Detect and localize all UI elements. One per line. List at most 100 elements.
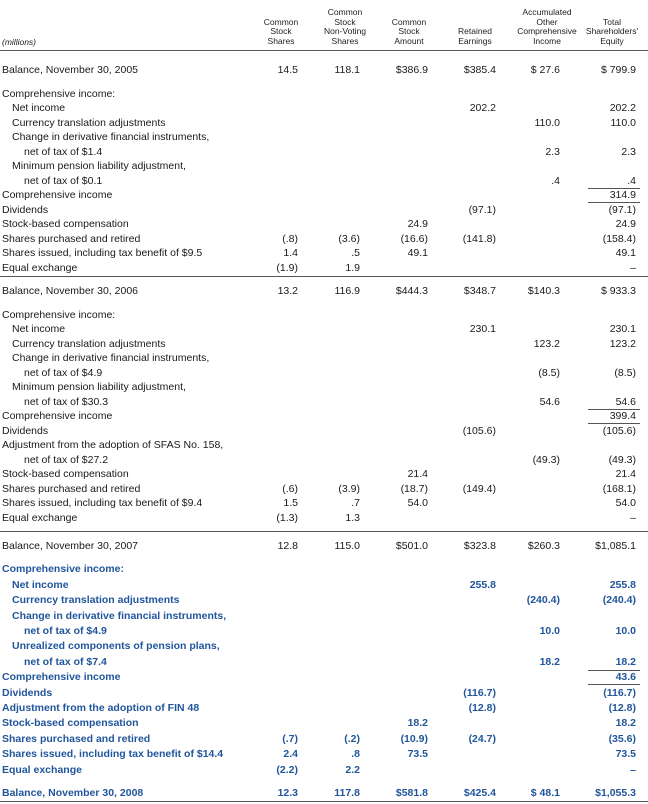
cell-value: $385.4 xyxy=(463,64,496,76)
cell-value: .8 xyxy=(351,748,360,761)
row-label: Currency translation adjustments xyxy=(12,337,166,350)
cell-value: 115.0 xyxy=(334,540,361,552)
cell-value: (8.5) xyxy=(538,366,560,379)
row-label: Net income xyxy=(12,323,66,335)
column-header: Comprehensive xyxy=(517,26,577,36)
cell-value: 43.6 xyxy=(615,671,636,684)
row-label: Comprehensive income: xyxy=(2,87,116,100)
cell-value: 18.2 xyxy=(539,655,560,668)
row-label: net of tax of $4.9 xyxy=(24,366,103,379)
cell-value: (1.3) xyxy=(276,511,298,524)
cell-value: (3.9) xyxy=(338,482,360,495)
cell-value: 2.2 xyxy=(345,763,360,776)
cell-value: $386.9 xyxy=(395,64,428,76)
row-label: Balance, November 30, 2005 xyxy=(2,64,139,76)
column-header: Common xyxy=(327,7,363,17)
column-header: Shares xyxy=(267,35,295,46)
cell-value: 123.2 xyxy=(533,337,560,350)
row-label: net of tax of $1.4 xyxy=(24,145,103,158)
cell-value: $1,055.3 xyxy=(595,787,636,799)
row-label: Dividends xyxy=(2,203,49,216)
row-label: Change in derivative financial instrumen… xyxy=(12,131,210,143)
cell-value: (35.6) xyxy=(608,732,636,745)
cell-value: $323.8 xyxy=(463,540,496,552)
cell-value: 255.8 xyxy=(469,578,496,591)
column-header: Stock xyxy=(270,26,292,36)
row-label: Stock-based compensation xyxy=(2,468,129,480)
cell-value: 110.0 xyxy=(534,116,561,129)
cell-value: $501.0 xyxy=(395,540,428,552)
cell-value: 12.3 xyxy=(277,787,298,799)
cell-value: .4 xyxy=(627,174,636,187)
cell-value: (8.5) xyxy=(614,366,636,379)
row-label: Shares issued, including tax benefit of … xyxy=(2,748,224,761)
column-header: Non-Voting xyxy=(323,26,367,36)
unit-label: (millions) xyxy=(2,37,36,47)
cell-value: 1.5 xyxy=(283,497,298,509)
row-label: Net income xyxy=(12,578,69,591)
cell-value: $ 933.3 xyxy=(600,285,636,297)
column-header: Shareholders' xyxy=(585,26,639,36)
cell-value: $1,085.1 xyxy=(595,540,636,552)
cell-value: 49.1 xyxy=(615,247,636,259)
cell-value: (.8) xyxy=(282,232,298,245)
cell-value: (49.3) xyxy=(532,453,560,466)
cell-value: – xyxy=(630,261,636,274)
cell-value: 1.9 xyxy=(345,261,360,274)
cell-value: $425.4 xyxy=(463,787,496,799)
cell-value: 24.9 xyxy=(407,218,428,230)
row-label: Currency translation adjustments xyxy=(12,116,166,129)
cell-value: 10.0 xyxy=(615,625,636,637)
cell-value: 1.4 xyxy=(283,247,298,259)
cell-value: $140.3 xyxy=(527,285,560,297)
row-label: Unrealized components of pension plans, xyxy=(12,640,220,653)
cell-value: (97.1) xyxy=(468,203,496,216)
rule xyxy=(0,50,648,51)
cell-value: $ 799.9 xyxy=(600,64,636,76)
row-label: Equal exchange xyxy=(2,511,78,524)
column-header: Stock xyxy=(398,26,420,36)
cell-value: (158.4) xyxy=(602,232,636,245)
row-label: Shares issued, including tax benefit of … xyxy=(2,497,203,509)
cell-value: 18.2 xyxy=(615,655,636,668)
cell-value: (16.6) xyxy=(400,232,428,245)
cell-value: (3.6) xyxy=(338,232,360,245)
cell-value: 24.9 xyxy=(615,218,636,230)
cell-value: 202.2 xyxy=(609,102,636,114)
cell-value: 18.2 xyxy=(615,717,636,730)
cell-value: (97.1) xyxy=(608,203,636,216)
row-label: Minimum pension liability adjustment, xyxy=(12,381,186,393)
rule xyxy=(0,531,648,532)
row-label: Balance, November 30, 2006 xyxy=(2,285,139,297)
cell-value: (168.1) xyxy=(602,482,636,495)
column-header: Amount xyxy=(394,35,424,46)
row-label: Net income xyxy=(12,102,66,114)
column-header: Stock xyxy=(334,16,356,27)
cell-value: 10.0 xyxy=(539,625,560,637)
cell-value: 21.4 xyxy=(407,468,428,480)
row-label: Equal exchange xyxy=(2,261,78,274)
cell-value: 116.9 xyxy=(334,285,361,297)
rule xyxy=(588,684,640,686)
cell-value: 13.2 xyxy=(277,285,298,297)
cell-value: (141.8) xyxy=(462,232,496,245)
row-label: net of tax of $4.9 xyxy=(24,625,107,637)
row-label: Shares purchased and retired xyxy=(2,732,151,745)
column-header: Income xyxy=(533,35,561,46)
rule xyxy=(588,423,640,424)
cell-value: 12.8 xyxy=(277,540,298,552)
cell-value: (1.9) xyxy=(276,261,298,274)
cell-value: $581.8 xyxy=(395,787,428,799)
row-label: Comprehensive income xyxy=(2,671,121,684)
row-label: Minimum pension liability adjustment, xyxy=(12,160,186,172)
cell-value: (105.6) xyxy=(602,424,636,437)
row-label: Comprehensive income xyxy=(2,410,113,422)
cell-value: (.6) xyxy=(282,482,298,495)
cell-value: 73.5 xyxy=(407,748,428,761)
row-label: Stock-based compensation xyxy=(2,717,139,730)
row-label: Comprehensive income: xyxy=(2,563,124,576)
row-label: Adjustment from the adoption of FIN 48 xyxy=(2,702,200,714)
cell-value: – xyxy=(630,763,636,776)
cell-value: 54.6 xyxy=(615,395,636,408)
